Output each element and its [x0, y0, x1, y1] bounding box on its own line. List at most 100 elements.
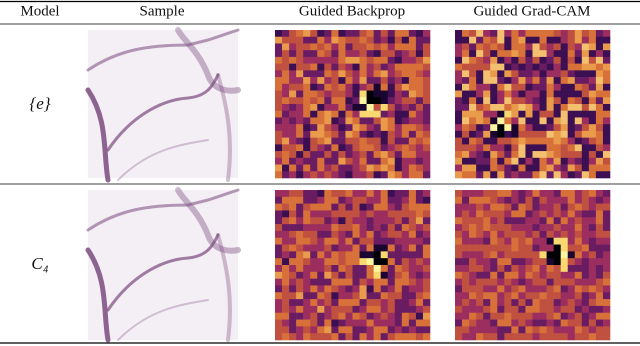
saliency-cell — [602, 56, 611, 64]
saliency-cell — [394, 56, 403, 64]
saliency-cell — [462, 285, 470, 293]
saliency-cell — [310, 77, 318, 85]
saliency-cell — [497, 50, 505, 58]
saliency-cell — [373, 110, 381, 118]
saliency-cell — [275, 63, 283, 71]
saliency-cell — [532, 299, 540, 307]
saliency-cell — [415, 43, 424, 51]
saliency-cell — [373, 43, 381, 51]
saliency-cell — [483, 292, 491, 300]
saliency-cell — [574, 77, 583, 85]
saliency-cell — [359, 190, 367, 198]
saliency-cell — [415, 237, 424, 245]
saliency-cell — [490, 292, 498, 300]
saliency-cell — [553, 30, 561, 38]
saliency-cell — [567, 90, 576, 98]
saliency-cell — [401, 137, 410, 145]
saliency-cell — [387, 151, 396, 159]
saliency-cell — [553, 203, 561, 211]
saliency-cell — [394, 164, 403, 172]
saliency-cell — [560, 265, 569, 273]
saliency-cell — [303, 271, 311, 279]
saliency-cell — [455, 299, 463, 307]
saliency-cell — [504, 244, 512, 252]
saliency-cell — [581, 305, 590, 314]
saliency-cell — [574, 265, 583, 273]
saliency-cell — [289, 203, 297, 211]
saliency-cell — [331, 196, 339, 204]
saliency-cell — [289, 70, 297, 78]
saliency-cell — [289, 130, 297, 138]
saliency-cell — [401, 157, 410, 165]
saliency-cell — [422, 319, 431, 327]
saliency-cell — [408, 171, 417, 179]
saliency-cell — [310, 36, 318, 44]
saliency-cell — [581, 151, 590, 159]
saliency-cell — [401, 164, 410, 172]
saliency-cell — [317, 77, 325, 85]
saliency-cell — [497, 190, 505, 198]
saliency-cell — [366, 171, 374, 179]
saliency-cell — [289, 265, 297, 273]
saliency-cell — [497, 217, 505, 225]
saliency-cell — [602, 312, 611, 320]
saliency-cell — [289, 305, 297, 314]
saliency-cell — [532, 151, 540, 159]
saliency-cell — [462, 278, 470, 286]
saliency-cell — [574, 299, 583, 307]
saliency-cell — [497, 56, 505, 64]
saliency-cell — [394, 333, 403, 341]
saliency-cell — [338, 312, 346, 320]
saliency-cell — [282, 130, 290, 138]
saliency-cell — [359, 265, 367, 273]
saliency-cell — [331, 258, 339, 266]
saliency-cell — [574, 171, 583, 179]
saliency-cell — [415, 97, 424, 105]
saliency-cell — [595, 319, 604, 327]
saliency-cell — [539, 171, 547, 179]
saliency-cell — [359, 130, 367, 138]
saliency-cell — [574, 110, 583, 118]
saliency-cell — [303, 190, 311, 198]
header-cell: Sample — [140, 3, 185, 19]
saliency-cell — [317, 56, 325, 64]
saliency-cell — [560, 63, 569, 71]
saliency-cell — [602, 83, 611, 91]
saliency-cell — [595, 77, 604, 85]
saliency-cell — [560, 164, 569, 172]
saliency-cell — [518, 83, 526, 91]
saliency-cell — [567, 30, 576, 38]
saliency-cell — [331, 244, 339, 252]
saliency-cell — [469, 124, 477, 132]
saliency-cell — [532, 43, 540, 51]
saliency-cell — [497, 278, 505, 286]
saliency-cell — [525, 203, 533, 211]
saliency-cell — [469, 224, 477, 232]
saliency-cell — [546, 157, 554, 165]
saliency-cell — [525, 144, 533, 152]
saliency-cell — [401, 63, 410, 71]
saliency-cell — [303, 137, 311, 145]
saliency-cell — [282, 190, 290, 198]
saliency-cell — [401, 299, 410, 307]
saliency-cell — [574, 292, 583, 300]
saliency-cell — [525, 319, 533, 327]
saliency-cell — [338, 196, 346, 204]
sample-vein — [85, 247, 111, 343]
saliency-cell — [317, 237, 325, 245]
saliency-cell — [324, 63, 332, 71]
saliency-cell — [602, 244, 611, 252]
saliency-cell — [422, 77, 431, 85]
saliency-cell — [345, 224, 353, 232]
saliency-cell — [588, 244, 597, 252]
saliency-cell — [595, 271, 604, 279]
saliency-cell — [338, 151, 346, 159]
saliency-cell — [331, 151, 339, 159]
saliency-cell — [408, 104, 417, 112]
saliency-cell — [483, 110, 491, 118]
saliency-cell — [581, 251, 590, 259]
saliency-cell — [303, 319, 311, 327]
saliency-cell — [415, 157, 424, 165]
saliency-cell — [310, 285, 318, 293]
saliency-cell — [366, 271, 374, 279]
